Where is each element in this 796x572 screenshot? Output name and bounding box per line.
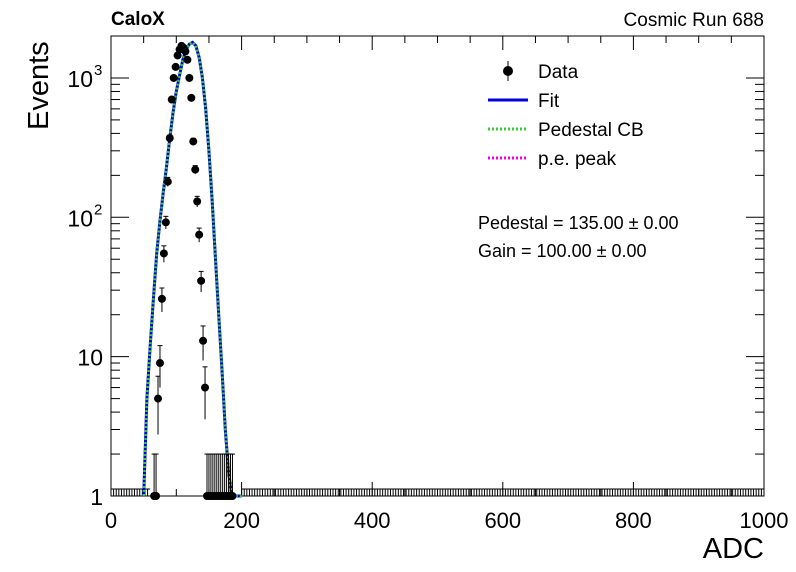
data-point — [228, 492, 237, 500]
data-point — [159, 249, 168, 258]
x-tick-label: 600 — [484, 508, 521, 533]
y-tick-label: 10 — [67, 205, 93, 231]
x-tick-label: 400 — [354, 508, 391, 533]
legend-label: Data — [538, 62, 579, 83]
data-point — [155, 359, 164, 368]
data-point — [191, 165, 200, 174]
legend-label: Pedestal CB — [538, 120, 644, 141]
y-axis-title: Events — [23, 41, 55, 130]
legend-label: Fit — [538, 91, 560, 112]
x-tick-label: 1000 — [740, 508, 789, 533]
y-tick-label: 10 — [67, 66, 93, 92]
experiment-label: CaloX — [111, 9, 165, 30]
data-point — [189, 137, 198, 146]
y-tick-exponent: 3 — [94, 62, 102, 79]
y-tick-label: 10 — [77, 345, 103, 371]
data-point — [165, 134, 174, 143]
data-point — [171, 62, 180, 71]
legend-data-marker — [503, 66, 513, 76]
run-label: Cosmic Run 688 — [624, 10, 764, 31]
y-tick-exponent: 2 — [94, 201, 102, 218]
data-point — [169, 73, 178, 82]
legend: Data Fit Pedestal CB p.e. peak — [488, 61, 644, 170]
data-point — [167, 95, 176, 104]
pedestal-annotation: Pedestal = 135.00 ± 0.00 — [478, 213, 679, 233]
x-tick-label: 0 — [105, 508, 117, 533]
data-point — [163, 177, 172, 186]
plot-frame — [110, 35, 765, 497]
gain-annotation: Gain = 100.00 ± 0.00 — [478, 241, 647, 261]
data-point — [195, 230, 204, 239]
data-point — [154, 394, 163, 403]
data-point — [161, 218, 170, 227]
data-point — [187, 93, 196, 102]
data-point — [199, 336, 208, 345]
data-point — [157, 294, 166, 303]
data-point — [181, 47, 190, 56]
data-point — [183, 55, 192, 64]
data-point — [193, 197, 202, 206]
legend-label: p.e. peak — [538, 149, 617, 170]
data-point — [201, 383, 210, 392]
data-point — [185, 73, 194, 82]
x-axis-title: ADC — [703, 533, 764, 565]
y-tick-label: 1 — [90, 484, 103, 510]
x-tick-label: 800 — [615, 508, 652, 533]
x-tick-label: 200 — [223, 508, 260, 533]
data-point — [152, 492, 161, 500]
curve-pedestal-cb — [142, 40, 242, 498]
data-point — [197, 276, 206, 285]
